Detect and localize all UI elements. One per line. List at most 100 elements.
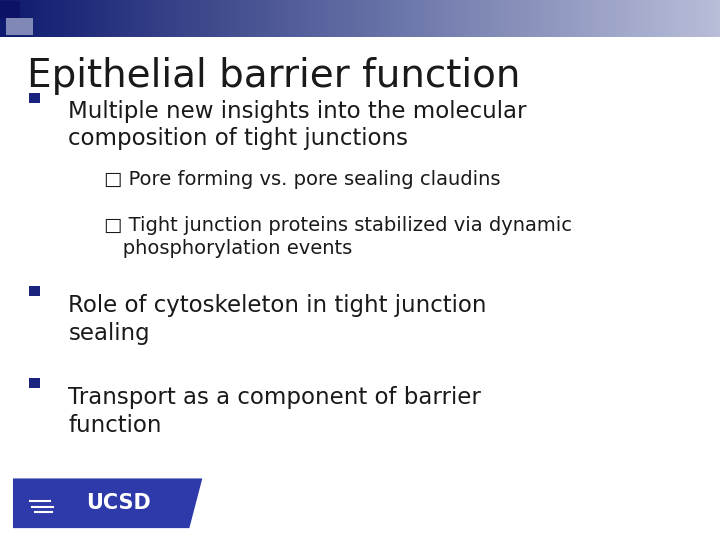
Bar: [585, 0, 588, 37]
Bar: [246, 0, 249, 37]
Bar: [256, 0, 258, 37]
Bar: [402, 0, 404, 37]
Bar: [209, 0, 212, 37]
Bar: [577, 0, 580, 37]
Bar: [306, 0, 308, 37]
Bar: [425, 0, 427, 37]
Bar: [457, 0, 459, 37]
Bar: [531, 0, 534, 37]
Bar: [174, 0, 177, 37]
Bar: [583, 0, 586, 37]
Bar: [515, 0, 517, 37]
Bar: [605, 0, 607, 37]
Bar: [29, 0, 32, 37]
Bar: [338, 0, 341, 37]
Bar: [547, 0, 550, 37]
Bar: [414, 0, 416, 37]
Bar: [340, 0, 343, 37]
Bar: [101, 0, 104, 37]
Bar: [6, 18, 33, 35]
Bar: [143, 0, 145, 37]
Bar: [238, 0, 240, 37]
Bar: [184, 0, 186, 37]
Bar: [635, 0, 638, 37]
Bar: [361, 0, 364, 37]
Bar: [258, 0, 260, 37]
Bar: [42, 0, 44, 37]
Bar: [469, 0, 472, 37]
Bar: [698, 0, 701, 37]
Bar: [598, 0, 600, 37]
Bar: [133, 0, 135, 37]
Bar: [380, 0, 382, 37]
Bar: [680, 0, 683, 37]
Bar: [18, 0, 20, 37]
Bar: [349, 0, 351, 37]
Bar: [342, 0, 344, 37]
Bar: [575, 0, 577, 37]
Bar: [634, 0, 636, 37]
Bar: [534, 0, 537, 37]
Bar: [518, 0, 521, 37]
Bar: [665, 0, 667, 37]
Bar: [65, 0, 68, 37]
Bar: [40, 0, 42, 37]
Bar: [389, 0, 392, 37]
Bar: [299, 0, 301, 37]
Bar: [637, 0, 640, 37]
Bar: [677, 0, 679, 37]
Bar: [603, 0, 606, 37]
Bar: [37, 0, 40, 37]
Bar: [675, 0, 678, 37]
Bar: [549, 0, 552, 37]
Bar: [508, 0, 510, 37]
Bar: [390, 0, 393, 37]
Bar: [439, 0, 441, 37]
Bar: [539, 0, 541, 37]
Bar: [484, 0, 487, 37]
Bar: [130, 0, 132, 37]
Bar: [397, 0, 400, 37]
Bar: [194, 0, 197, 37]
Bar: [521, 0, 523, 37]
Bar: [288, 0, 290, 37]
Bar: [621, 0, 624, 37]
Bar: [196, 0, 199, 37]
Bar: [335, 0, 337, 37]
Bar: [145, 0, 148, 37]
Bar: [301, 0, 303, 37]
Bar: [407, 0, 409, 37]
Text: □ Tight junction proteins stabilized via dynamic
   phosphorylation events: □ Tight junction proteins stabilized via…: [104, 216, 572, 258]
Bar: [688, 0, 690, 37]
Bar: [234, 0, 236, 37]
Bar: [683, 0, 685, 37]
Bar: [594, 0, 596, 37]
Bar: [360, 0, 362, 37]
Bar: [522, 0, 524, 37]
Bar: [596, 0, 598, 37]
Bar: [707, 0, 710, 37]
Bar: [27, 0, 30, 37]
Bar: [491, 0, 494, 37]
Bar: [659, 0, 662, 37]
Bar: [119, 0, 121, 37]
Bar: [428, 0, 431, 37]
Bar: [526, 0, 528, 37]
Bar: [702, 0, 704, 37]
Bar: [462, 0, 465, 37]
Bar: [274, 0, 276, 37]
Bar: [378, 0, 380, 37]
Bar: [236, 0, 238, 37]
Bar: [673, 0, 676, 37]
Bar: [628, 0, 631, 37]
Bar: [81, 0, 84, 37]
Bar: [272, 0, 274, 37]
Bar: [284, 0, 287, 37]
Bar: [563, 0, 566, 37]
Bar: [205, 0, 208, 37]
Bar: [259, 0, 262, 37]
Bar: [112, 0, 114, 37]
Bar: [265, 0, 267, 37]
Bar: [714, 0, 717, 37]
Bar: [488, 0, 490, 37]
